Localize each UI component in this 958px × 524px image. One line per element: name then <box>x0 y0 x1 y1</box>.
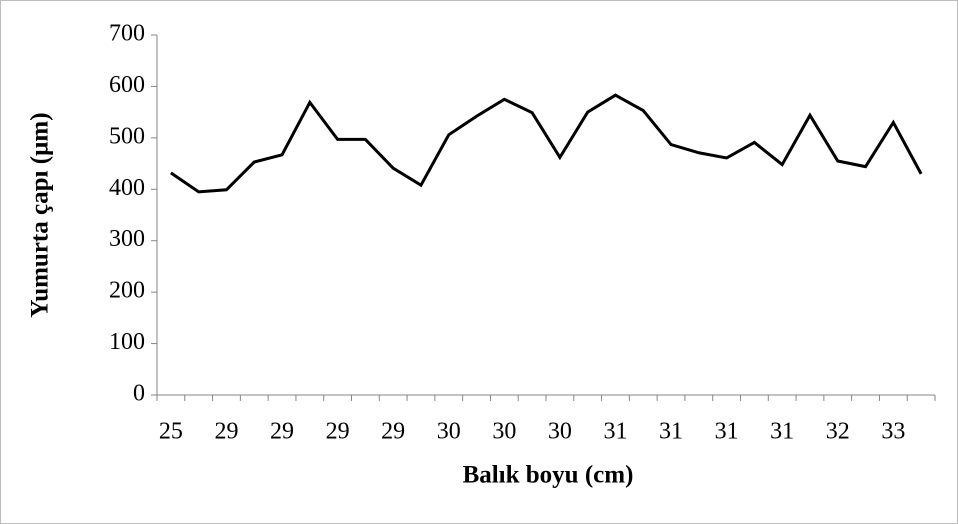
y-tick-label: 100 <box>109 329 145 355</box>
x-tick-label: 29 <box>214 419 238 445</box>
x-tick-label: 32 <box>826 419 850 445</box>
y-tick-label: 300 <box>109 226 145 252</box>
x-tick-label: 30 <box>437 419 461 445</box>
x-tick-label: 30 <box>548 419 572 445</box>
y-tick-label: 600 <box>109 72 145 98</box>
data-line <box>170 93 923 194</box>
y-axis-title: Yumurta çapı (µm) <box>27 112 54 317</box>
y-tick-label: 0 <box>133 381 145 407</box>
x-tick-label: 31 <box>603 419 627 445</box>
x-tick-label: 29 <box>326 419 350 445</box>
x-tick-label: 29 <box>381 419 405 445</box>
x-tick-label: 31 <box>715 419 739 445</box>
x-tick-label: 31 <box>659 419 683 445</box>
y-tick-label: 500 <box>109 123 145 149</box>
y-tick-label: 200 <box>109 278 145 304</box>
x-tick-label: 31 <box>770 419 794 445</box>
y-tick-label: 700 <box>109 21 145 47</box>
x-tick-label: 30 <box>492 419 516 445</box>
y-tick-label: 400 <box>109 175 145 201</box>
x-axis-title: Balık boyu (cm) <box>463 462 634 489</box>
x-tick-label: 25 <box>159 419 183 445</box>
x-tick-label: 33 <box>881 419 905 445</box>
x-tick-label: 29 <box>270 419 294 445</box>
